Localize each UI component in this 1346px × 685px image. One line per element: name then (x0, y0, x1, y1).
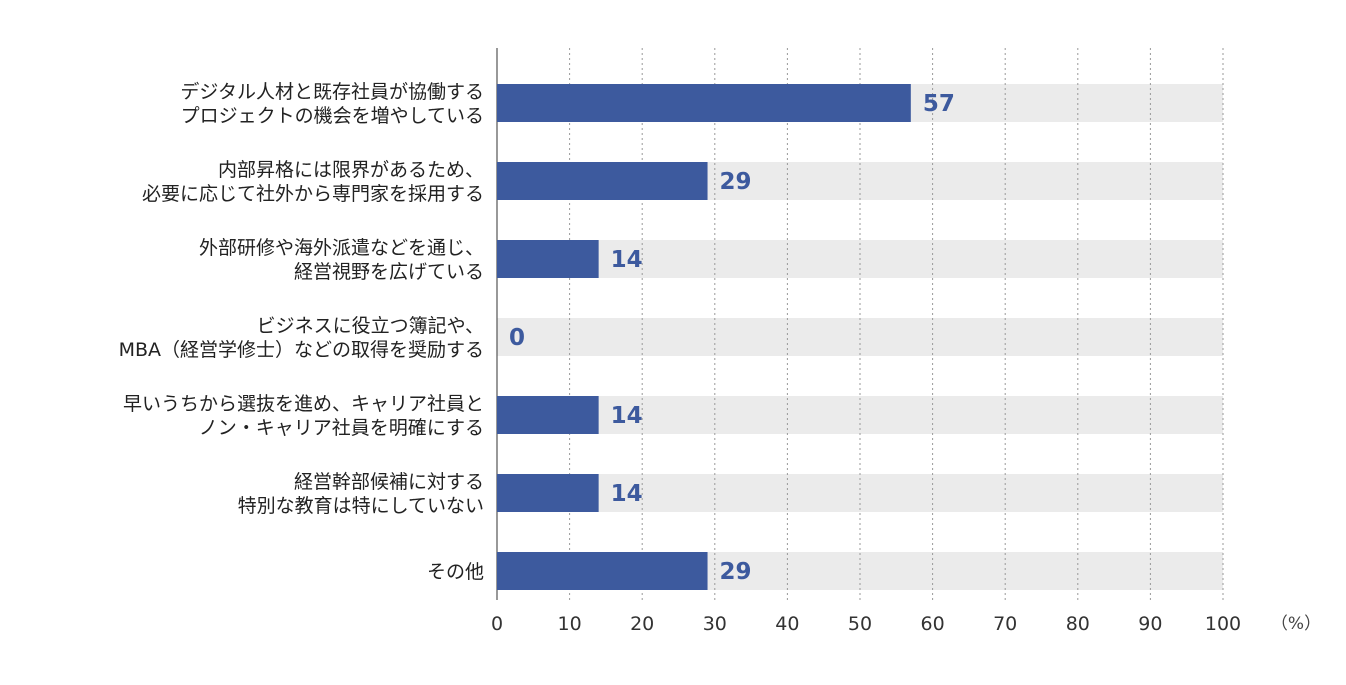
x-tick-label: 60 (921, 613, 945, 635)
x-tick-label: 90 (1138, 613, 1162, 635)
category-label: MBA（経営学修士）などの取得を奨励する (119, 339, 484, 361)
category-label: 必要に応じて社外から専門家を採用する (142, 183, 484, 205)
bar (497, 162, 708, 200)
bar (497, 474, 599, 512)
bar (497, 240, 599, 278)
x-tick-label: 30 (703, 613, 727, 635)
value-label: 57 (923, 91, 955, 117)
category-label: プロジェクトの機会を増やしている (181, 105, 484, 127)
category-label: デジタル人材と既存社員が協働する (180, 81, 484, 103)
x-tick-label: 50 (848, 613, 872, 635)
x-tick-label: 100 (1205, 613, 1241, 635)
value-label: 14 (611, 247, 643, 273)
bar (497, 552, 708, 590)
category-label: 経営幹部候補に対する (294, 471, 484, 493)
x-tick-label: 0 (491, 613, 503, 635)
category-label: 経営視野を広げている (294, 261, 484, 283)
category-label: 早いうちから選抜を進め、キャリア社員と (123, 393, 484, 415)
x-tick-label: 20 (630, 613, 654, 635)
value-label: 14 (611, 403, 643, 429)
value-label: 0 (509, 325, 525, 351)
category-label: ビジネスに役立つ簿記や、 (257, 315, 484, 337)
bar (497, 84, 911, 122)
category-label: その他 (427, 561, 484, 583)
x-tick-label: 40 (775, 613, 799, 635)
x-tick-label: 10 (558, 613, 582, 635)
value-label: 29 (720, 169, 752, 195)
category-label: 内部昇格には限界があるため、 (218, 159, 484, 181)
category-label: 特別な教育は特にしていない (238, 495, 484, 517)
unit-label: （%） (1271, 614, 1321, 634)
bar (497, 396, 599, 434)
value-label: 14 (611, 481, 643, 507)
category-label: 外部研修や海外派遣などを通じ、 (199, 237, 484, 259)
x-tick-label: 70 (993, 613, 1017, 635)
category-label: ノン・キャリア社員を明確にする (199, 417, 484, 439)
x-tick-label: 80 (1066, 613, 1090, 635)
value-label: 29 (720, 559, 752, 585)
